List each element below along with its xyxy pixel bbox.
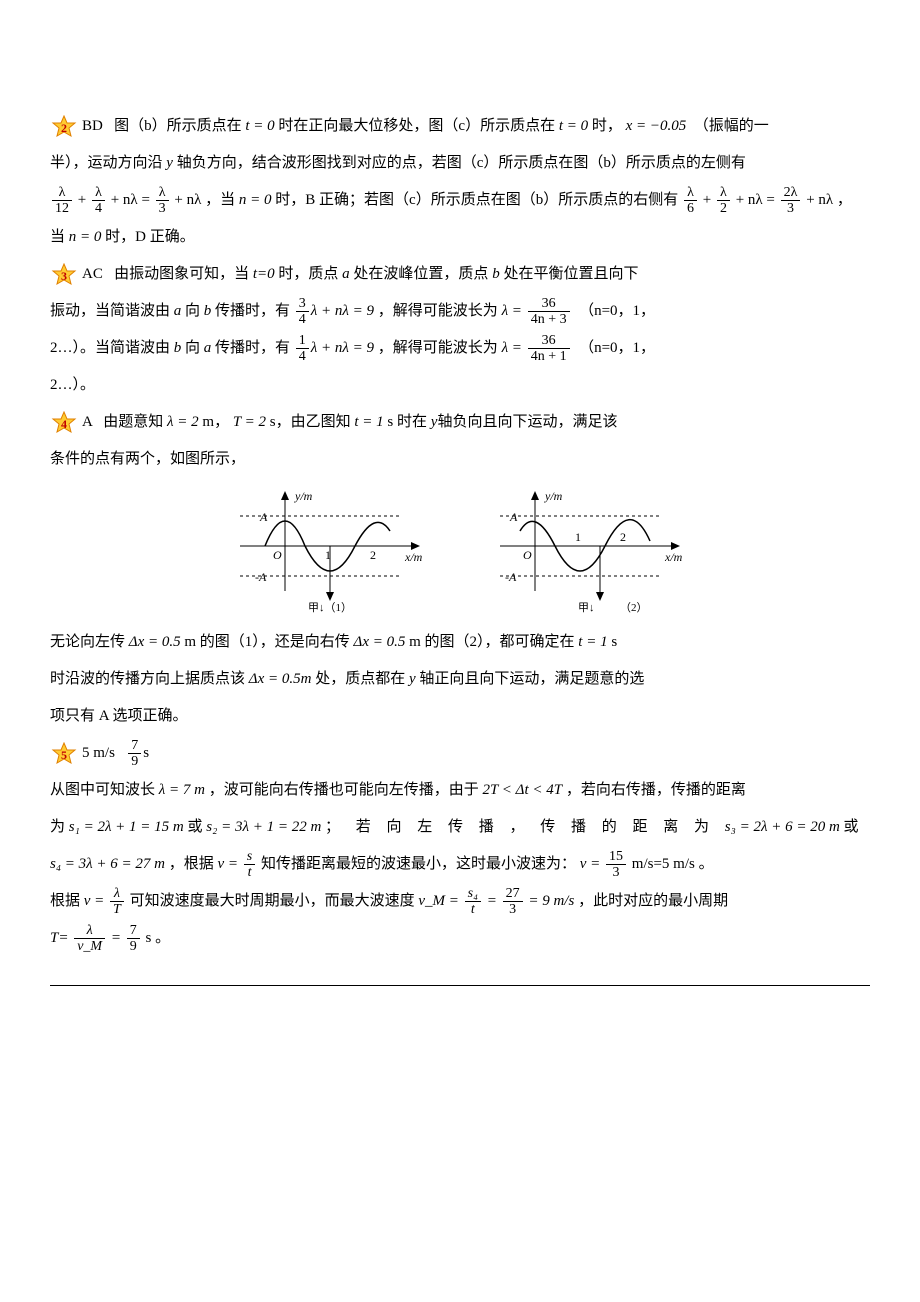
svg-text:-A: -A [255, 570, 267, 584]
wave-diagram-2: y/m x/m A -A O 1 2 甲↓ （2） [490, 486, 690, 616]
q3-block: 3 AC 由振动图象可知，当 t=0 时，质点 a 处在波峰位置，质点 b 处在… [50, 258, 870, 291]
svg-text:O: O [273, 548, 282, 562]
svg-text:-A: -A [505, 570, 517, 584]
q4-answer: A [82, 414, 92, 430]
svg-text:（2）: （2） [620, 601, 648, 614]
badge-4-icon: 4 [50, 411, 78, 435]
svg-text:O: O [523, 548, 532, 562]
svg-text:y/m: y/m [544, 489, 563, 503]
svg-text:4: 4 [61, 417, 67, 431]
svg-text:y/m: y/m [294, 489, 313, 503]
svg-text:A: A [259, 510, 268, 524]
wave-diagrams: y/m x/m A -A O 1 2 甲↓（1） y/m x/m A -A O … [50, 486, 870, 616]
svg-text:3: 3 [61, 269, 67, 283]
badge-5-icon: 5 [50, 742, 78, 766]
q5-answer-a: 5 m/s [82, 745, 115, 761]
svg-text:A: A [509, 510, 518, 524]
q5-block: 5 5 m/s 79s [50, 737, 870, 770]
bottom-divider [50, 985, 870, 986]
badge-2-icon: 2 [50, 115, 78, 139]
q4-block: 4 A 由题意知 λ = 2 m， T = 2 s，由乙图知 t = 1 s 时… [50, 406, 870, 439]
svg-text:5: 5 [61, 748, 67, 762]
svg-text:1: 1 [575, 530, 581, 544]
q2-answer: BD [82, 118, 103, 134]
svg-text:x/m: x/m [664, 550, 683, 564]
svg-text:2: 2 [370, 548, 376, 562]
svg-text:2: 2 [61, 121, 67, 135]
svg-text:甲↓（1）: 甲↓（1） [308, 601, 352, 614]
svg-text:甲↓: 甲↓ [578, 602, 595, 614]
svg-text:2: 2 [620, 530, 626, 544]
q3-answer: AC [82, 266, 103, 282]
svg-text:x/m: x/m [404, 550, 423, 564]
wave-diagram-1: y/m x/m A -A O 1 2 甲↓（1） [230, 486, 430, 616]
q2-block: 2 BD 图（b）所示质点在 t = 0 时在正向最大位移处，图（c）所示质点在… [50, 110, 870, 143]
badge-3-icon: 3 [50, 263, 78, 287]
